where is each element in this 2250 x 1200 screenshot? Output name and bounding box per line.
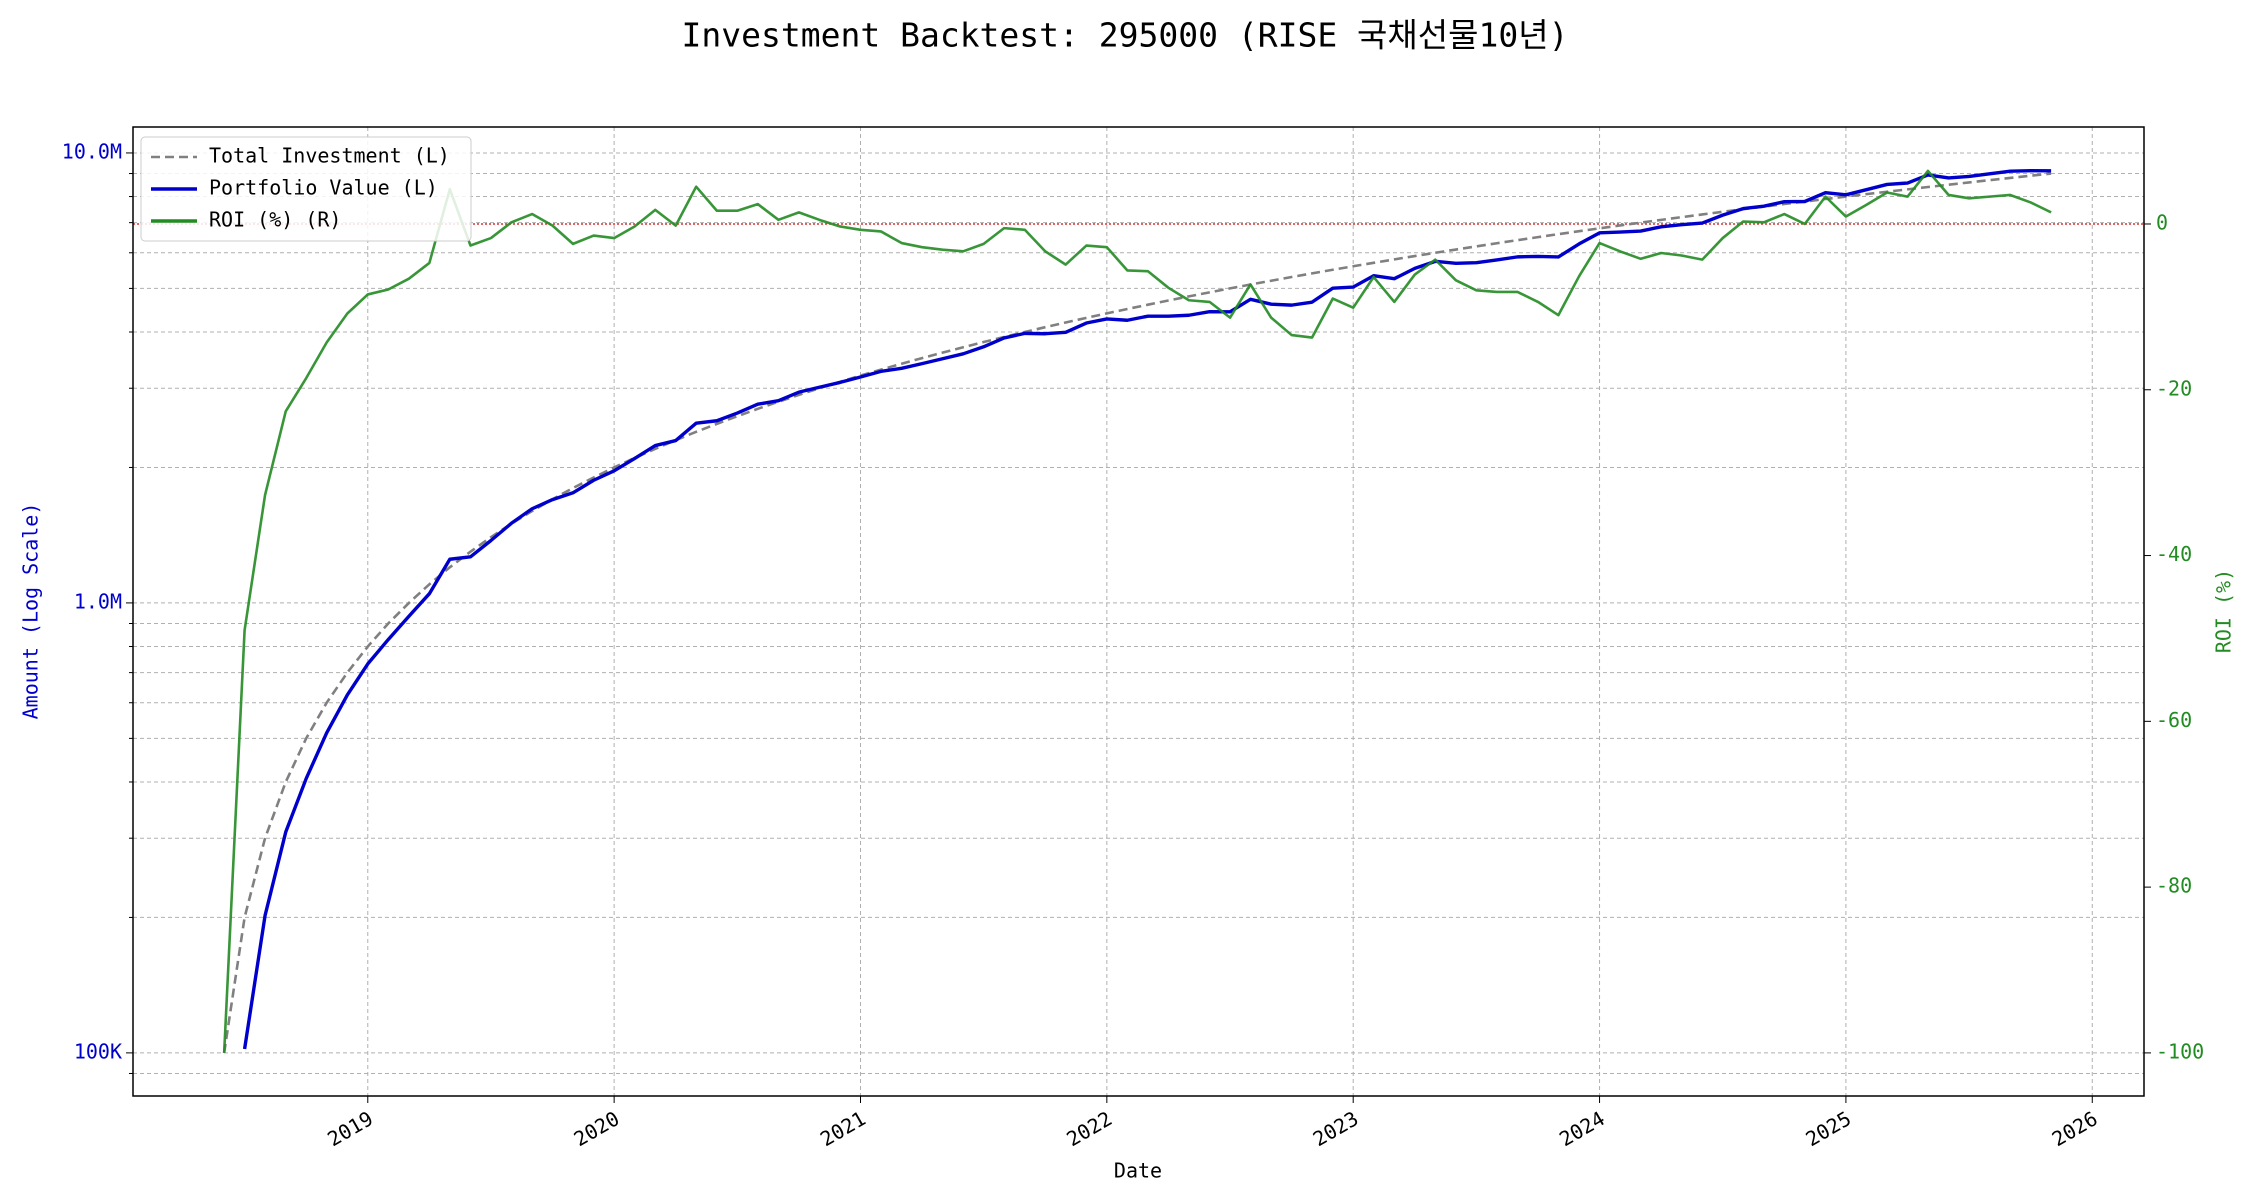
x-tick-label: 2025	[1801, 1106, 1855, 1151]
legend-box	[140, 136, 472, 242]
x-axis-label: Date	[1114, 1159, 1162, 1183]
x-tick-label: 2022	[1062, 1106, 1116, 1151]
y2-tick-label: -80	[2156, 874, 2192, 898]
x-tick-label: 2026	[2048, 1106, 2102, 1151]
y-tick-label: 100K	[74, 1039, 122, 1063]
y-tick-label: 10.0M	[62, 139, 122, 163]
y2-tick-label: -40	[2156, 542, 2192, 566]
chart-title: Investment Backtest: 295000 (RISE 국채선물10…	[682, 16, 1569, 55]
legend-label: ROI (%) (R)	[209, 208, 341, 232]
plot-frame	[132, 126, 2145, 1097]
x-tick-label: 2019	[323, 1106, 377, 1151]
plot-area	[222, 169, 2052, 1054]
y2-axis-label: ROI (%)	[2212, 569, 2236, 653]
x-tick-label: 2024	[1555, 1106, 1609, 1151]
legend-label: Portfolio Value (L)	[209, 176, 438, 200]
y-axis-label: Amount (Log Scale)	[19, 503, 43, 720]
series-line	[222, 169, 2052, 1053]
x-tick-label: 2021	[816, 1106, 870, 1151]
y2-tick-label: -60	[2156, 708, 2192, 732]
x-tick-label: 2023	[1309, 1106, 1363, 1151]
y2-tick-label: -100	[2156, 1039, 2204, 1063]
series-line	[222, 172, 2052, 1054]
y2-tick-label: -20	[2156, 376, 2192, 400]
series-line	[242, 169, 2052, 1050]
y-tick-label: 1.0M	[74, 589, 122, 613]
y2-tick-label: 0	[2156, 210, 2168, 234]
x-tick-label: 2020	[570, 1106, 624, 1151]
legend-label: Total Investment (L)	[209, 144, 450, 168]
